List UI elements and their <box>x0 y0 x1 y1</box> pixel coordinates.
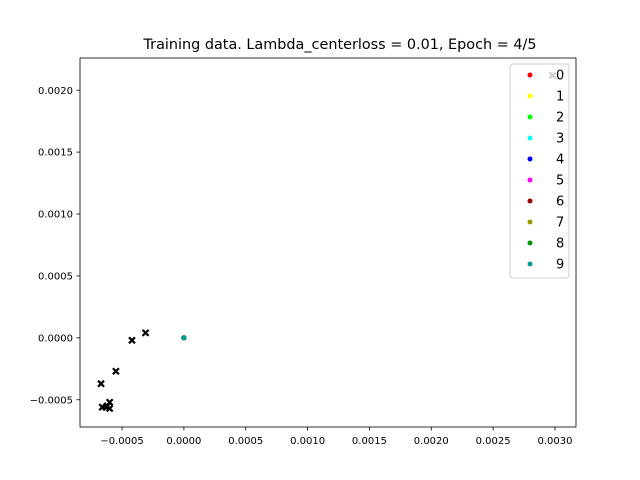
x-tick-label: 0.0005 <box>228 436 263 447</box>
y-axis: −0.0005 0.0000 0.0005 0.0010 0.0015 0.0020 <box>30 86 80 406</box>
x-tick-label: 0.0020 <box>414 436 449 447</box>
center-marker <box>141 329 150 337</box>
legend-label: 4 <box>556 153 564 168</box>
chart-title: Training data. Lambda_centerloss = 0.01,… <box>143 37 537 53</box>
y-tick-label: 0.0010 <box>38 210 73 221</box>
legend-label: 7 <box>556 216 564 231</box>
legend-marker-8 <box>527 240 533 246</box>
legend-marker-2 <box>527 114 533 120</box>
legend-label: 1 <box>556 90 564 105</box>
legend-marker-6 <box>527 198 533 204</box>
center-marker <box>112 367 120 376</box>
legend-marker-3 <box>527 135 533 141</box>
plot-area <box>97 71 557 413</box>
x-axis: −0.0005 0.0000 0.0005 0.0010 0.0015 0.0020 0.0… <box>100 427 572 447</box>
legend-marker-5 <box>527 177 533 183</box>
legend-label: 8 <box>556 237 564 252</box>
y-tick-label: 0.0015 <box>38 148 73 159</box>
y-tick-label: 0.0020 <box>38 86 73 97</box>
legend-label: 0 <box>556 69 564 84</box>
x-tick-label: 0.0030 <box>537 436 572 447</box>
legend-marker-9 <box>527 261 533 267</box>
center-marker <box>97 379 105 388</box>
center-marker <box>128 336 136 345</box>
legend-marker-0 <box>527 72 533 78</box>
legend-box <box>509 63 570 279</box>
y-tick-label: −0.0005 <box>30 395 73 406</box>
center-marker <box>103 402 111 410</box>
x-tick-label: 0.0015 <box>352 436 387 447</box>
x-tick-label: 0.0000 <box>166 436 201 447</box>
legend-marker-1 <box>527 93 533 99</box>
legend: 0 1 2 3 4 5 6 7 8 9 <box>509 63 570 279</box>
legend-label: 5 <box>556 174 564 189</box>
legend-label: 3 <box>556 132 564 147</box>
x-tick-label: −0.0005 <box>100 436 143 447</box>
data-point-class-9 <box>181 335 187 341</box>
legend-marker-4 <box>527 156 533 162</box>
legend-marker-7 <box>527 219 533 225</box>
y-tick-label: 0.0005 <box>38 272 73 283</box>
legend-label: 2 <box>556 111 564 126</box>
x-tick-label: 0.0025 <box>476 436 511 447</box>
x-tick-label: 0.0010 <box>290 436 325 447</box>
plot-frame <box>79 57 577 428</box>
legend-label: 9 <box>556 258 564 273</box>
legend-label: 6 <box>556 195 564 210</box>
y-tick-label: 0.0000 <box>38 333 73 344</box>
